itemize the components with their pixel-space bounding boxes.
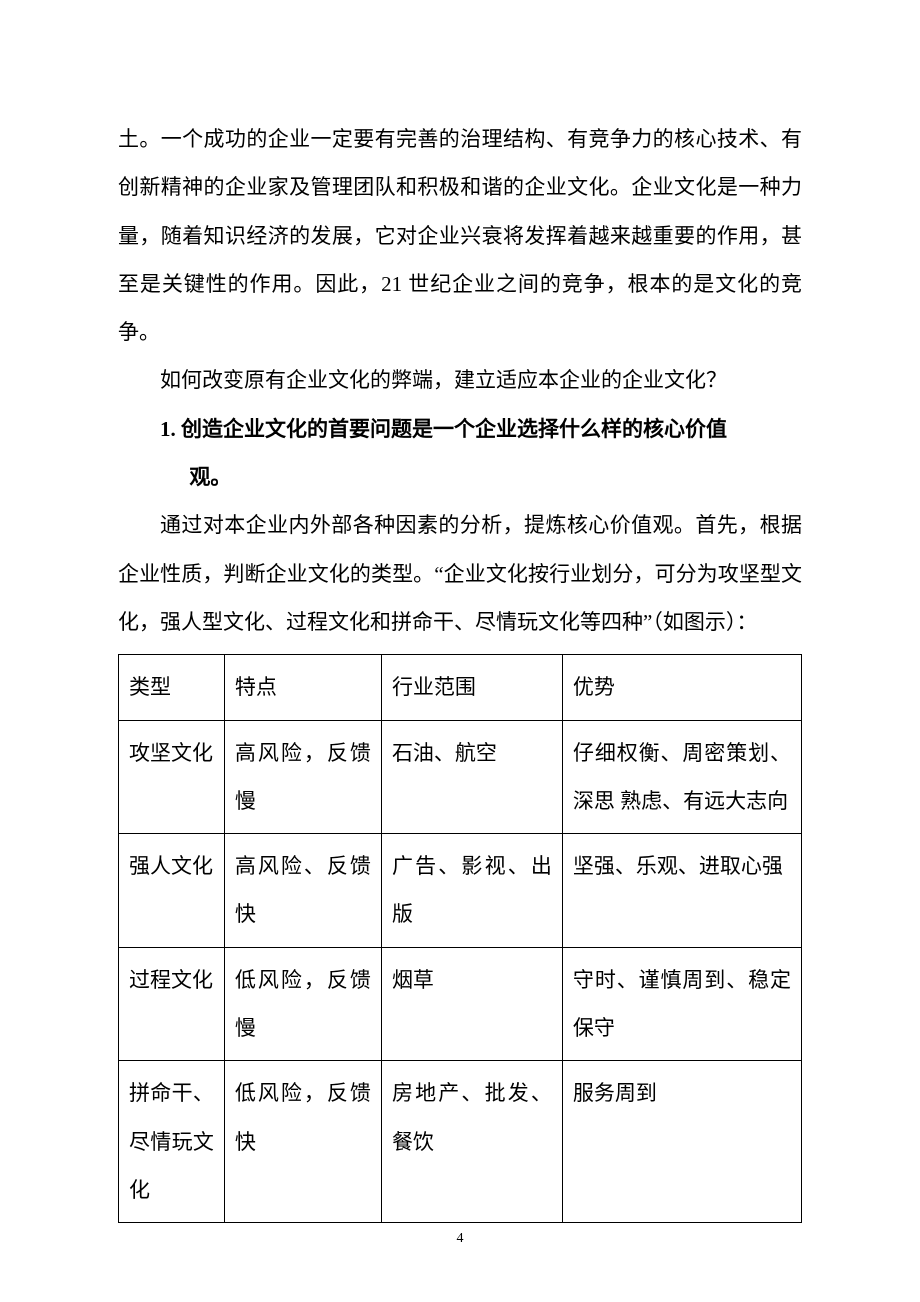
table-cell: 低风险，反馈慢 [224,947,381,1061]
table-cell: 守时、谨慎周到、稳定保守 [562,947,801,1061]
table-row: 强人文化 高风险、反馈快 广告、影视、出版 坚强、乐观、进取心强 [119,834,802,948]
table-row: 攻坚文化 高风险，反馈慢 石油、航空 仔细权衡、周密策划、深思 熟虑、有远大志向 [119,720,802,834]
table-row: 过程文化 低风险，反馈慢 烟草 守时、谨慎周到、稳定保守 [119,947,802,1061]
table-cell: 拼命干、尽情玩文化 [119,1061,225,1223]
table-cell: 烟草 [381,947,562,1061]
paragraph-analysis: 通过对本企业内外部各种因素的分析，提炼核心价值观。首先，根据企业性质，判断企业文… [118,501,802,646]
table-header-cell: 行业范围 [381,655,562,720]
paragraph-question: 如何改变原有企业文化的弊端，建立适应本企业的企业文化？ [118,356,802,404]
table-cell: 过程文化 [119,947,225,1061]
table-cell: 石油、航空 [381,720,562,834]
table-cell: 服务周到 [562,1061,801,1223]
table-cell: 高风险、反馈快 [224,834,381,948]
table-header-row: 类型 特点 行业范围 优势 [119,655,802,720]
table-cell: 强人文化 [119,834,225,948]
culture-types-table: 类型 特点 行业范围 优势 攻坚文化 高风险，反馈慢 石油、航空 仔细权衡、周密… [118,654,802,1223]
table-cell: 广告、影视、出版 [381,834,562,948]
heading-line-2: 观。 [189,453,802,501]
paragraph-continuation: 土。一个成功的企业一定要有完善的治理结构、有竞争力的核心技术、有创新精神的企业家… [118,115,802,356]
table-header-cell: 优势 [562,655,801,720]
table-cell: 攻坚文化 [119,720,225,834]
heading-line-1: 1. 创造企业文化的首要问题是一个企业选择什么样的核心价值 [160,405,802,453]
table-cell: 低风险，反馈快 [224,1061,381,1223]
table-cell: 坚强、乐观、进取心强 [562,834,801,948]
table-header-cell: 类型 [119,655,225,720]
table-cell: 仔细权衡、周密策划、深思 熟虑、有远大志向 [562,720,801,834]
page-number: 4 [0,1231,920,1247]
table-cell: 房地产、批发、餐饮 [381,1061,562,1223]
table-cell: 高风险，反馈慢 [224,720,381,834]
document-body: 土。一个成功的企业一定要有完善的治理结构、有竞争力的核心技术、有创新精神的企业家… [118,115,802,1223]
table-row: 拼命干、尽情玩文化 低风险，反馈快 房地产、批发、餐饮 服务周到 [119,1061,802,1223]
table-header-cell: 特点 [224,655,381,720]
